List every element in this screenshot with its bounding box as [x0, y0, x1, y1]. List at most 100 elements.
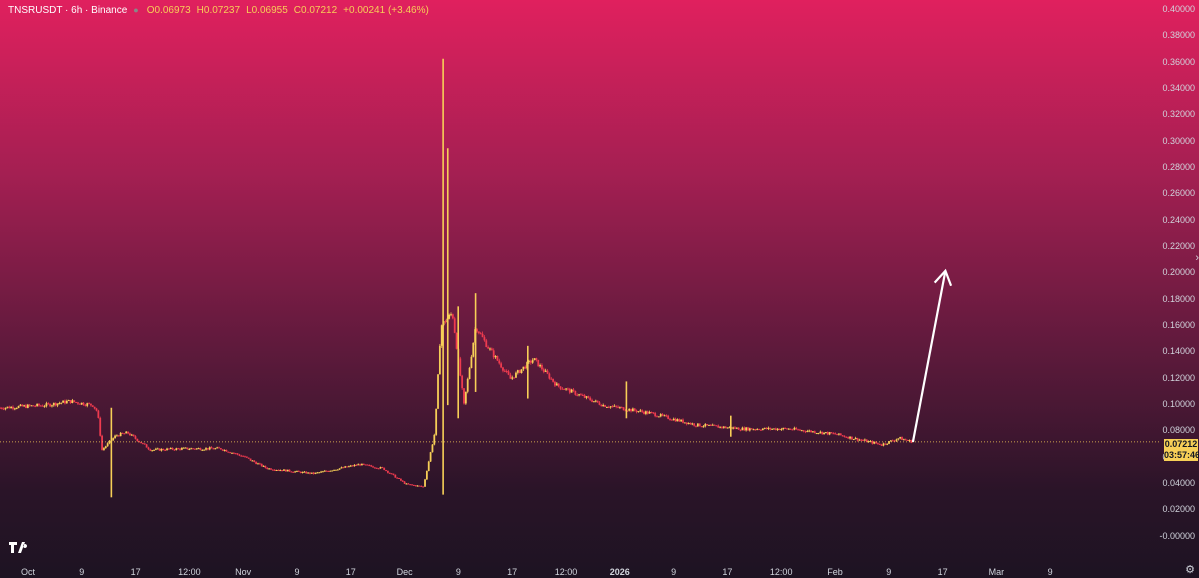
candle-body: [103, 448, 105, 450]
candle-body: [899, 437, 902, 439]
candle-body: [717, 425, 720, 428]
candle-body: [761, 428, 764, 431]
candle-body: [208, 447, 211, 450]
candle-body: [503, 370, 506, 372]
candle-body: [624, 410, 627, 412]
tradingview-logo-icon[interactable]: [8, 540, 32, 558]
candle-body: [75, 401, 77, 403]
candle-body: [219, 448, 222, 450]
candle-body: [444, 321, 447, 323]
candle-body: [370, 465, 373, 467]
candle-body: [535, 358, 538, 360]
symbol-title[interactable]: TNSRUSDT · 6h · Binance: [8, 4, 128, 16]
price-tick-label: 0.26000: [1162, 188, 1195, 199]
candle-body: [509, 374, 512, 379]
candle-body: [199, 448, 202, 450]
trend-arrow[interactable]: [911, 268, 953, 443]
candle-body: [62, 400, 65, 403]
candle-body: [661, 414, 664, 416]
candle-body: [570, 389, 573, 393]
candle-body: [51, 405, 53, 407]
candle-body: [364, 464, 367, 466]
candle-body: [834, 433, 837, 435]
candle-body: [129, 433, 131, 436]
candle-body: [895, 439, 898, 441]
candle-body: [164, 450, 167, 452]
candle-body: [696, 423, 699, 427]
candle-body: [34, 406, 37, 408]
candle-body: [2, 408, 5, 410]
candle-body: [609, 406, 612, 408]
candle-body: [387, 470, 389, 473]
candle-body: [205, 448, 207, 450]
candle-body: [745, 427, 748, 431]
candle-body: [698, 423, 701, 427]
candle-body: [550, 378, 553, 380]
candle-body: [735, 427, 738, 429]
candle-body: [838, 433, 840, 435]
candle-body: [611, 406, 614, 408]
candle-body: [26, 404, 29, 408]
price-tick-label: 0.14000: [1162, 346, 1195, 357]
candle-body: [318, 472, 321, 474]
candle-body: [136, 438, 139, 442]
candle-body: [656, 416, 658, 418]
candle-body: [340, 467, 343, 469]
candle-body: [425, 470, 428, 480]
candle-body: [615, 405, 618, 407]
candle-body: [284, 469, 287, 472]
candle-body: [299, 471, 302, 473]
candle-body: [361, 463, 363, 466]
candle-body: [412, 484, 415, 486]
candle-body: [394, 474, 397, 478]
candle-body: [858, 439, 861, 441]
candle-body: [262, 465, 265, 467]
candle-body: [377, 468, 380, 470]
candle-body: [195, 448, 198, 450]
bar-countdown: 03:57:46: [1164, 450, 1199, 460]
candle-body: [260, 463, 263, 467]
candle-body: [888, 441, 890, 444]
candle-body: [487, 347, 490, 349]
candle-body: [399, 478, 402, 481]
candle-body: [498, 360, 501, 364]
time-tick-label: Oct: [20, 567, 36, 577]
candle-body: [307, 472, 309, 474]
candle-body: [167, 448, 170, 450]
candle-body: [602, 405, 605, 407]
candle-body: [843, 435, 846, 437]
candle-body: [303, 471, 306, 473]
gear-icon[interactable]: ⚙: [1185, 564, 1195, 576]
candle-body: [808, 430, 811, 432]
chevron-right-icon[interactable]: ›: [1195, 252, 1199, 264]
candle-body: [663, 415, 666, 417]
candle-body: [12, 406, 14, 409]
candle-body: [10, 406, 13, 409]
candle-body: [674, 418, 677, 422]
time-tick-label: Mar: [988, 567, 1005, 577]
candle-body: [435, 408, 438, 435]
candle-body: [32, 405, 35, 407]
candle-body: [724, 426, 727, 429]
candle-body: [97, 410, 100, 418]
candle-body: [594, 400, 597, 402]
candle-body: [865, 439, 868, 443]
candle-body: [756, 429, 759, 431]
candle-body: [695, 425, 697, 427]
candle-body: [388, 472, 391, 474]
candle-body: [860, 439, 863, 441]
last-price-tag: 0.07212 03:57:46: [1164, 439, 1199, 461]
candle-body: [283, 469, 285, 471]
candle-body: [520, 369, 523, 374]
candle-body: [162, 448, 165, 451]
candle-body: [353, 464, 356, 467]
candle-body: [249, 458, 252, 461]
candle-body: [659, 414, 662, 417]
candle-body: [121, 432, 124, 434]
candle-body: [21, 404, 24, 407]
candle-body: [882, 443, 885, 446]
candle-body: [151, 450, 154, 452]
candle-body: [142, 443, 144, 445]
